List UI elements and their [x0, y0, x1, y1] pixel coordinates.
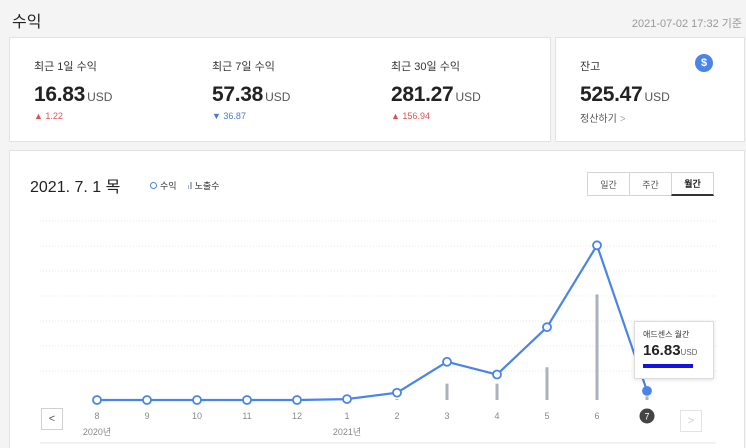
selected-tick-badge — [639, 408, 655, 424]
legend-label: 노출수 — [194, 181, 220, 191]
page-title: 수익 — [12, 14, 42, 31]
revenue-point-selected — [642, 385, 652, 396]
balance-label: 잔고 — [580, 61, 601, 73]
revenue-point — [492, 369, 502, 380]
metric-label: 최근 30일 수익 — [391, 61, 460, 73]
x-tick-label: 11 — [242, 411, 251, 421]
metric-value: 57.38 — [212, 83, 264, 106]
chart-next-button[interactable]: > — [680, 410, 702, 432]
metric-30day: 최근 30일 수익 281.27 USD ▲ 156.94 — [391, 58, 481, 121]
balance-unit: USD — [644, 90, 670, 104]
x-tick-label: 7 — [644, 412, 649, 422]
balance-value: 525.47 — [580, 83, 643, 106]
x-tick-label: 6 — [594, 411, 599, 421]
metric-value: 281.27 — [391, 83, 454, 106]
revenue-point — [592, 240, 602, 251]
metric-delta: ▲ 156.94 — [391, 111, 430, 121]
metric-delta: ▲ 1.22 — [34, 111, 63, 121]
circle-icon — [150, 182, 157, 189]
x-tick-label: 10 — [192, 411, 202, 421]
chart-card: 2021. 7. 1 목 수익 노출수 일간 주간 월간 8 9 10 11 12 1 2 3… — [9, 150, 745, 448]
revenue-point — [342, 394, 352, 404]
impression-bar — [645, 396, 649, 400]
x-tick-label: 1 — [344, 411, 349, 421]
legend-label: 수익 — [160, 181, 177, 191]
metric-label: 최근 1일 수익 — [34, 61, 97, 73]
tooltip-value: 16.83 — [643, 342, 681, 359]
metric-value: 16.83 — [34, 83, 86, 106]
revenue-point — [242, 395, 252, 405]
metric-unit: USD — [455, 90, 481, 104]
x-tick-label: 9 — [144, 411, 149, 421]
chart-tooltip: 애드센스 월간 16.83USD — [634, 321, 714, 379]
x-tick-label: 8 — [94, 411, 99, 421]
x-tick-label: 2 — [394, 411, 399, 421]
revenue-point — [442, 356, 452, 367]
tooltip-label: 애드센스 월간 — [643, 330, 690, 339]
year-label: 2021년 — [333, 427, 361, 437]
metric-unit: USD — [265, 90, 291, 104]
chart-legend: 수익 노출수 — [150, 179, 219, 192]
revenue-point — [92, 395, 102, 405]
year-label: 2020년 — [83, 427, 111, 437]
chevron-left-icon: < — [48, 413, 56, 425]
summary-card: 최근 1일 수익 16.83 USD ▲ 1.22 최근 7일 수익 57.38 U… — [9, 37, 551, 142]
tooltip-unit: USD — [680, 348, 698, 357]
balance-card: 잔고 525.47 USD $ 정산하기 > — [555, 37, 745, 142]
revenue-point — [292, 395, 302, 405]
period-tabs: 일간 주간 월간 — [587, 172, 714, 196]
x-tick-label: 4 — [494, 411, 499, 421]
metric-1day: 최근 1일 수익 16.83 USD ▲ 1.22 — [34, 58, 112, 121]
impression-bar — [495, 383, 499, 400]
revenue-point — [392, 387, 402, 398]
tab-monthly[interactable]: 월간 — [671, 172, 714, 196]
metric-7day: 최근 7일 수익 57.38 USD ▼ 36.87 — [212, 58, 290, 121]
metric-label: 최근 7일 수익 — [212, 61, 275, 73]
settle-link[interactable]: 정산하기 > — [580, 114, 626, 125]
chart-date: 2021. 7. 1 목 — [30, 179, 121, 196]
dollar-icon[interactable]: $ — [695, 54, 713, 72]
balance-metric: 잔고 525.47 USD — [580, 58, 670, 107]
impression-bar — [545, 367, 549, 400]
as-of-timestamp: 2021-07-02 17:32 기준 — [631, 18, 742, 30]
metric-delta: ▼ 36.87 — [212, 111, 246, 121]
chart-prev-button[interactable]: < — [41, 408, 63, 430]
x-tick-label: 5 — [544, 411, 549, 421]
revenue-line — [97, 244, 649, 402]
revenue-point — [192, 395, 202, 405]
x-tick-label: 3 — [444, 411, 449, 421]
tab-daily[interactable]: 일간 — [587, 172, 630, 196]
chevron-right-icon: > — [619, 114, 626, 125]
bars-icon — [187, 182, 192, 189]
x-tick-label: 12 — [292, 411, 302, 421]
impression-bar — [445, 383, 449, 400]
metric-unit: USD — [87, 90, 113, 104]
chevron-right-icon: > — [687, 415, 695, 427]
impression-bar — [395, 399, 399, 400]
revenue-point — [542, 322, 552, 333]
legend-revenue[interactable]: 수익 — [150, 179, 177, 192]
impression-bar — [595, 294, 599, 400]
revenue-point — [142, 395, 152, 405]
legend-impressions[interactable]: 노출수 — [187, 179, 220, 192]
redaction-bar — [643, 364, 693, 368]
